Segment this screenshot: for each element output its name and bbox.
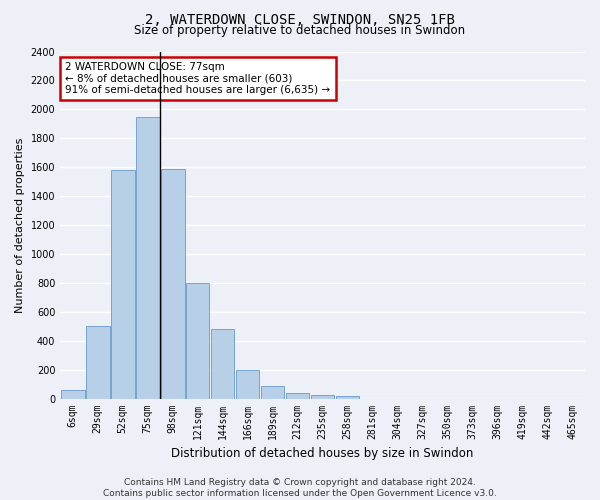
Text: Contains HM Land Registry data © Crown copyright and database right 2024.
Contai: Contains HM Land Registry data © Crown c… — [103, 478, 497, 498]
Bar — [161, 168, 185, 398]
Bar — [311, 394, 334, 398]
Bar — [261, 386, 284, 398]
Bar — [136, 116, 160, 398]
Y-axis label: Number of detached properties: Number of detached properties — [15, 138, 25, 312]
Bar — [286, 394, 310, 398]
Bar — [336, 396, 359, 398]
Bar — [211, 329, 235, 398]
Text: 2, WATERDOWN CLOSE, SWINDON, SN25 1FB: 2, WATERDOWN CLOSE, SWINDON, SN25 1FB — [145, 12, 455, 26]
Bar — [111, 170, 134, 398]
Bar — [61, 390, 85, 398]
Bar — [236, 370, 259, 398]
X-axis label: Distribution of detached houses by size in Swindon: Distribution of detached houses by size … — [172, 447, 474, 460]
Text: 2 WATERDOWN CLOSE: 77sqm
← 8% of detached houses are smaller (603)
91% of semi-d: 2 WATERDOWN CLOSE: 77sqm ← 8% of detache… — [65, 62, 331, 95]
Bar — [86, 326, 110, 398]
Text: Size of property relative to detached houses in Swindon: Size of property relative to detached ho… — [134, 24, 466, 37]
Bar — [186, 283, 209, 399]
